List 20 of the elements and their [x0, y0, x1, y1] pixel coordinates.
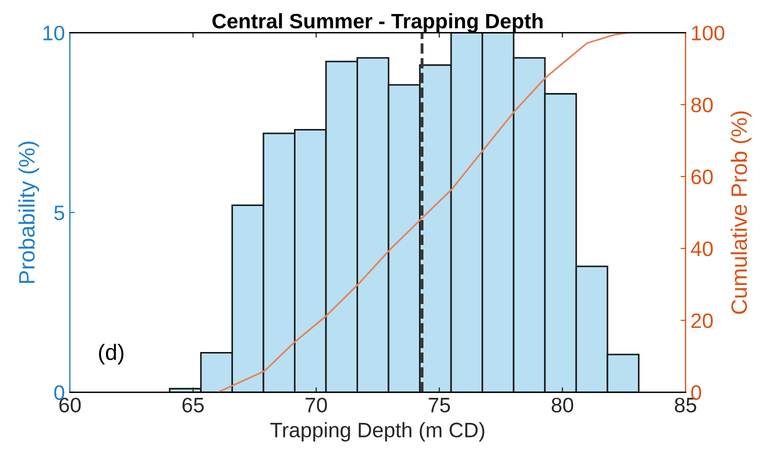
y2-tick-label: 0 — [691, 385, 702, 400]
y-tick-label: 5 — [54, 206, 64, 220]
annotation: (d) — [99, 344, 124, 365]
y-axis-title: Probability (%) — [18, 142, 40, 283]
y2-tick-label: 100 — [692, 26, 724, 40]
y-tick-label: 10 — [43, 26, 64, 40]
x-tick-label: 75 — [428, 398, 450, 412]
x-tick-label: 80 — [552, 398, 574, 412]
y2-tick-label: 40 — [690, 241, 713, 256]
x-axis-title: Trapping Depth (m CD) — [270, 422, 484, 442]
chart-title: Central Summer - Trapping Depth — [212, 13, 543, 33]
x-tick-label: 70 — [306, 398, 327, 412]
y2-tick-label: 20 — [691, 313, 713, 328]
y2-tick-label: 80 — [691, 98, 713, 112]
y-tick-label: 0 — [54, 385, 64, 400]
y2-axis-title: Cumulative Prob (%) — [730, 111, 752, 314]
x-tick-label: 65 — [182, 398, 204, 412]
x-tick-label: 85 — [674, 398, 696, 412]
x-tick-label: 60 — [59, 398, 81, 412]
y2-tick-label: 60 — [691, 170, 713, 184]
